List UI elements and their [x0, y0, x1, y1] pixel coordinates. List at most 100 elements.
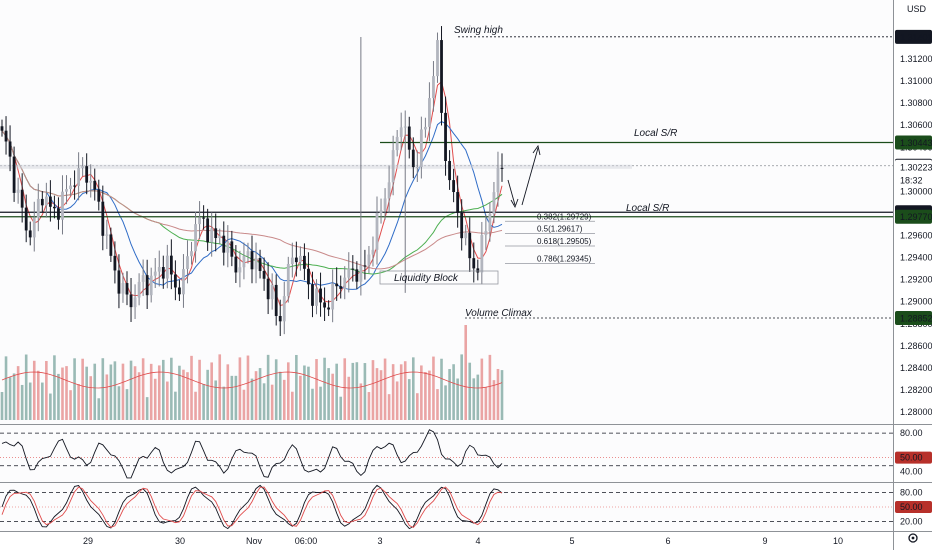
annotation-local-sr-2: Local S/R — [626, 203, 669, 214]
horizontal-levels[interactable] — [0, 36, 893, 319]
time-label: 5 — [569, 536, 574, 546]
liquidity-block-box[interactable] — [379, 270, 499, 285]
candle-body — [331, 283, 335, 310]
volume-bar — [311, 388, 314, 420]
candle-body — [363, 265, 367, 267]
osc2-value-badge[interactable] — [895, 501, 932, 513]
candle-body — [428, 98, 431, 127]
price-tick-label: 1.28400 — [900, 363, 932, 373]
price-label-badge[interactable] — [895, 311, 932, 326]
candle-body — [432, 76, 435, 99]
gear-icon[interactable] — [908, 533, 918, 543]
volume-bar — [105, 374, 109, 420]
volume-bar — [65, 366, 68, 420]
arrow-head-down[interactable] — [510, 198, 519, 209]
projection-arrow-down[interactable] — [507, 179, 516, 206]
sr-zone[interactable] — [0, 164, 632, 169]
price-label-badge[interactable] — [895, 159, 932, 174]
price-label-badge[interactable] — [895, 29, 932, 44]
volume-bar — [500, 370, 504, 420]
candle-body — [492, 192, 496, 215]
volume-bar — [383, 358, 387, 420]
candle-body — [335, 283, 339, 287]
candle-body — [149, 275, 153, 296]
candle-body — [436, 40, 439, 77]
price-tick-label: 1.29600 — [900, 231, 932, 241]
oscillator-pane-1[interactable] — [0, 425, 893, 482]
volume-bar — [367, 392, 371, 420]
volume-bar — [218, 354, 222, 420]
volume-bar — [36, 370, 40, 420]
candle-body — [351, 268, 355, 270]
volume-bar — [274, 359, 278, 420]
volume-bar — [420, 365, 423, 420]
candle-body — [448, 161, 451, 181]
osc1-line — [1, 429, 503, 479]
volume-bar — [399, 364, 403, 420]
price-tick-label: 1.29000 — [900, 297, 932, 307]
price-label-text: 1.30223 — [900, 162, 932, 172]
volume-bar — [20, 384, 24, 420]
volume-bar — [45, 360, 48, 420]
candle-body — [173, 274, 177, 288]
volume-bar — [395, 381, 399, 420]
candle-body — [178, 287, 181, 295]
volume-bar — [387, 394, 391, 420]
candle-body — [20, 189, 24, 208]
candle-body — [137, 281, 141, 298]
price-label-badge[interactable] — [895, 172, 932, 187]
volume-bar — [363, 363, 367, 420]
osc1-value-badge[interactable] — [895, 451, 932, 464]
candle-body — [496, 167, 500, 193]
candle-body — [93, 180, 97, 190]
candle-body — [198, 217, 201, 225]
time-axis[interactable]: 29 30 Nov 06:00 3 4 5 6 9 10 — [83, 536, 843, 546]
candle-body — [395, 136, 399, 151]
candle-body — [311, 284, 314, 306]
volume-bar — [125, 389, 129, 420]
candle-body — [307, 268, 310, 285]
projection-arrow-up[interactable] — [521, 147, 539, 206]
candle-body — [73, 185, 76, 187]
volume-bar — [436, 389, 439, 420]
volume-bar — [291, 391, 294, 420]
candle-body — [383, 198, 387, 211]
volume-bar — [49, 393, 52, 420]
volume-bar — [182, 369, 185, 420]
time-label: 9 — [762, 536, 767, 546]
volume-bar — [496, 368, 500, 420]
volume-bar — [323, 357, 326, 420]
candle-body — [472, 258, 476, 269]
candle-body — [411, 149, 415, 168]
currency-label: USD — [907, 4, 927, 14]
candle-body — [270, 284, 274, 300]
volume-bar — [476, 374, 480, 420]
price-tick-label: 1.30800 — [900, 98, 932, 108]
time-label: Nov — [246, 536, 263, 546]
volume-bar — [448, 369, 451, 420]
volume-bar — [375, 368, 379, 420]
candle-body — [444, 112, 447, 162]
price-label-text: 1.29770 — [900, 212, 932, 222]
candle-body — [242, 255, 246, 268]
candle-body — [266, 278, 270, 300]
volume-bar — [202, 384, 205, 420]
volume-bar — [198, 359, 201, 420]
fib-level-label: 0.382(1.29729) — [537, 212, 592, 221]
volume-bar — [157, 365, 161, 420]
candle-body — [226, 241, 230, 253]
volume-bar — [174, 391, 177, 420]
candle-body — [419, 129, 423, 168]
price-axis[interactable]: 1.312001.310001.308001.306001.304001.302… — [895, 29, 932, 527]
time-label: 6 — [665, 536, 670, 546]
price-label-badge[interactable] — [895, 209, 932, 224]
price-label-badge[interactable] — [895, 135, 932, 150]
drawings[interactable]: Swing high Local S/R Local S/R Liquidity Bl… — [379, 25, 677, 319]
price-tick-label: 1.29200 — [900, 275, 932, 285]
candle-body — [488, 214, 492, 231]
arrow-head-up[interactable] — [532, 144, 541, 156]
candle-body — [303, 255, 306, 269]
volume-bar — [379, 370, 383, 420]
volume-bar — [206, 369, 209, 420]
